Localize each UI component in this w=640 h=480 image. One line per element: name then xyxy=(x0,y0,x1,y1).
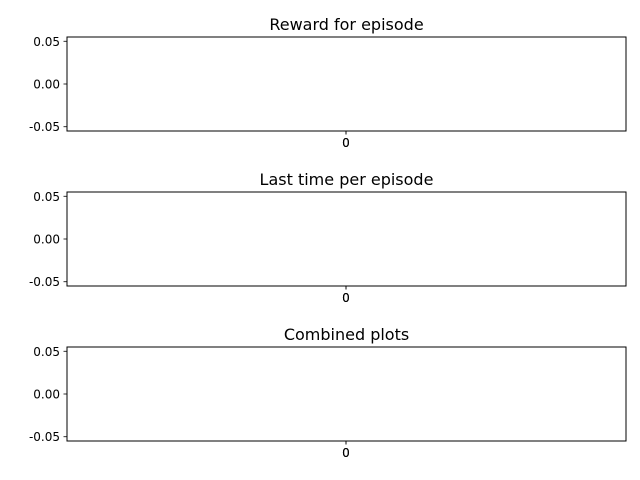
axes-frame-1 xyxy=(66,36,627,132)
x-tick-label-2-1: 0 xyxy=(342,291,350,305)
axes-frame-2 xyxy=(66,191,627,287)
x-tick-label-1-2: 0 xyxy=(342,136,350,150)
x-tick-label-3-2: 0 xyxy=(342,446,350,460)
y-tick-label-3-2: 0.00 xyxy=(33,388,60,402)
y-tick-label-2-3: -0.05 xyxy=(29,275,60,289)
y-tick-label-2-1: 0.05 xyxy=(33,190,60,204)
chart-title-1: Reward for episode xyxy=(269,15,423,34)
y-tick-label-3-3: -0.05 xyxy=(29,430,60,444)
x-tick-label-1-1: 0 xyxy=(342,136,350,150)
y-tick-label-1-2: 0.00 xyxy=(33,78,60,92)
axes-frame-3 xyxy=(66,346,627,442)
y-tick-label-2-2: 0.00 xyxy=(33,233,60,247)
y-tick-label-3-1: 0.05 xyxy=(33,345,60,359)
x-tick-label-2-2: 0 xyxy=(342,291,350,305)
y-tick-label-1-1: 0.05 xyxy=(33,35,60,49)
x-tick-label-3-1: 0 xyxy=(342,446,350,460)
y-tick-label-1-3: -0.05 xyxy=(29,120,60,134)
chart-title-2: Last time per episode xyxy=(260,170,434,189)
chart-title-3: Combined plots xyxy=(284,325,409,344)
